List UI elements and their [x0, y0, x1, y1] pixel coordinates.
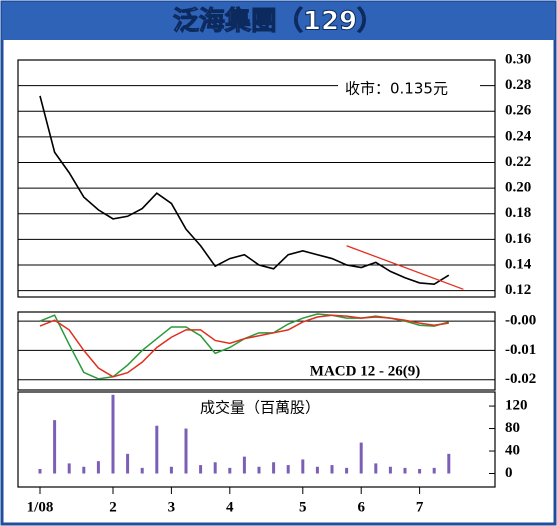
x-tick-label: 6: [357, 499, 365, 515]
y-tick-label: 0.24: [505, 128, 532, 144]
x-tick-label: 7: [416, 499, 424, 515]
x-tick-label: 2: [109, 499, 117, 515]
bar: [111, 394, 115, 474]
bar: [257, 466, 261, 474]
bar: [272, 462, 276, 474]
macd-panel: [17, 311, 496, 391]
bar: [228, 467, 232, 474]
bar: [403, 467, 407, 474]
y-tick-label: 0.20: [505, 180, 531, 196]
bar: [82, 466, 86, 474]
y-tick-label: 0.30: [505, 51, 531, 67]
annotation-bg: [338, 77, 480, 99]
y-tick-label: 80: [505, 420, 520, 436]
volume-panel: [17, 391, 496, 488]
trend-line: [346, 245, 464, 290]
y-tick-label: 0.12: [505, 282, 531, 298]
title-bg: [180, 398, 340, 418]
y-tick-label: 0.28: [505, 77, 531, 93]
y-tick-label: 120: [505, 397, 528, 413]
bar: [345, 467, 349, 474]
line-series: [39, 314, 449, 378]
y-tick-label: 40: [505, 442, 520, 458]
bar: [155, 425, 159, 474]
bar: [126, 453, 130, 474]
x-tick-label: 1/08: [27, 499, 54, 515]
y-tick-label: 0.26: [505, 103, 532, 119]
bar: [330, 465, 334, 474]
y-tick-label: 0.16: [505, 231, 532, 247]
x-tick-label: 3: [168, 499, 176, 515]
bar: [213, 462, 217, 474]
y-tick-label: 0.18: [505, 205, 531, 221]
bar: [67, 463, 71, 474]
title-banner: [2, 2, 555, 40]
y-tick-label: -0.01: [505, 342, 536, 358]
bar: [53, 420, 57, 474]
y-tick-label: 0.22: [505, 154, 531, 170]
bar: [38, 469, 42, 474]
x-tick-label: 5: [299, 499, 307, 515]
y-tick-label: 0: [505, 465, 513, 481]
bar: [140, 467, 144, 474]
line-series: [39, 95, 450, 286]
y-tick-label: -0.02: [505, 371, 536, 387]
bar: [169, 466, 173, 474]
bar: [418, 469, 422, 474]
bar: [447, 453, 451, 474]
panel-title: 成交量（百萬股）: [200, 399, 320, 417]
bar: [359, 442, 363, 474]
bar: [242, 456, 246, 474]
bar: [388, 466, 392, 474]
bar: [432, 467, 436, 474]
bar: [96, 461, 100, 474]
x-tick-label: 4: [226, 499, 234, 515]
bar: [315, 466, 319, 474]
panel-title: MACD 12 - 26(9): [310, 363, 420, 379]
annotation: 收市：0.135元: [345, 80, 448, 98]
bar: [199, 465, 203, 474]
y-tick-label: 0.14: [505, 256, 532, 272]
bar: [184, 428, 188, 474]
bar: [286, 465, 290, 474]
bar: [301, 459, 305, 474]
bar: [374, 463, 378, 474]
title: 泛海集團（129）: [173, 6, 383, 37]
y-tick-label: -0.00: [505, 313, 536, 329]
